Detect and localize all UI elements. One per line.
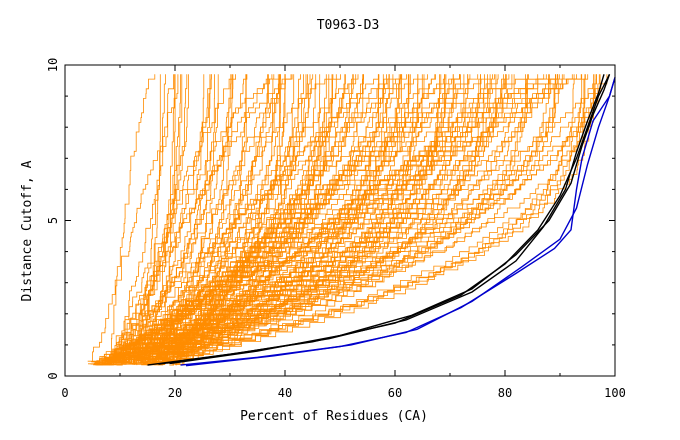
background-model-line	[106, 74, 436, 362]
background-model-line	[153, 74, 341, 366]
background-model-line	[145, 74, 565, 362]
background-model-line	[96, 74, 558, 366]
background-model-line	[116, 74, 293, 363]
background-model-line	[105, 74, 188, 363]
background-model-line	[110, 74, 560, 362]
x-axis-ticks: 0 20 40 60 80 100	[61, 65, 626, 400]
background-model-line	[104, 74, 409, 365]
y-axis-label: Distance Cutoff, A	[20, 160, 35, 301]
background-model-line	[124, 74, 507, 364]
background-model-line	[111, 74, 273, 362]
background-model-line	[127, 74, 281, 363]
x-tick-label: 80	[498, 386, 512, 400]
x-axis-label: Percent of Residues (CA)	[240, 409, 428, 424]
background-model-line	[142, 74, 550, 362]
highlight-series-line	[169, 74, 611, 365]
x-tick-label: 40	[278, 386, 292, 400]
chart-title: T0963-D3	[317, 18, 380, 33]
background-model-line	[92, 74, 179, 362]
background-model-line	[118, 74, 317, 364]
background-model-line	[97, 74, 549, 366]
x-tick-label: 100	[604, 386, 626, 400]
background-model-line	[133, 74, 167, 365]
y-tick-label: 0	[46, 372, 60, 379]
background-model-line	[106, 74, 425, 362]
background-model-line	[132, 74, 539, 365]
background-model-line	[93, 74, 387, 366]
background-model-line	[177, 74, 411, 364]
background-model-line	[91, 74, 497, 363]
background-model-line	[109, 74, 156, 363]
background-model-line	[128, 74, 279, 362]
background-model-line	[101, 74, 436, 366]
background-model-line	[102, 74, 419, 364]
y-axis-ticks: 0 5 10	[46, 58, 615, 380]
y-tick-label: 5	[46, 217, 60, 224]
background-model-line	[109, 74, 281, 363]
y-tick-label: 10	[46, 58, 60, 72]
background-model-line	[129, 74, 586, 364]
background-model-line	[147, 74, 558, 364]
background-model-line	[109, 74, 379, 366]
background-model-line	[116, 74, 211, 366]
background-model-line	[112, 74, 559, 364]
background-model-line	[108, 74, 212, 364]
highlight-series-line	[185, 77, 616, 367]
background-model-line	[121, 74, 286, 364]
background-model-line	[113, 74, 175, 363]
background-model-line	[171, 74, 528, 365]
background-model-line	[141, 74, 586, 366]
x-tick-label: 20	[168, 386, 182, 400]
background-model-line	[149, 74, 280, 363]
background-model-line	[134, 74, 327, 362]
background-model-lines	[87, 74, 608, 366]
background-model-line	[99, 74, 460, 364]
background-model-line	[148, 74, 583, 363]
background-model-line	[96, 74, 445, 363]
background-model-line	[132, 74, 181, 364]
background-model-line	[161, 74, 469, 362]
background-model-line	[111, 74, 507, 364]
background-model-line	[105, 74, 237, 365]
background-model-line	[152, 74, 488, 362]
background-model-line	[173, 74, 314, 363]
background-model-line	[162, 74, 601, 363]
x-tick-label: 60	[388, 386, 402, 400]
background-model-line	[106, 74, 215, 365]
highlighted-model-lines	[147, 73, 616, 367]
background-model-line	[111, 74, 513, 364]
x-tick-label: 0	[61, 386, 68, 400]
background-model-line	[120, 74, 286, 362]
background-model-line	[157, 74, 248, 366]
background-model-line	[144, 74, 442, 365]
